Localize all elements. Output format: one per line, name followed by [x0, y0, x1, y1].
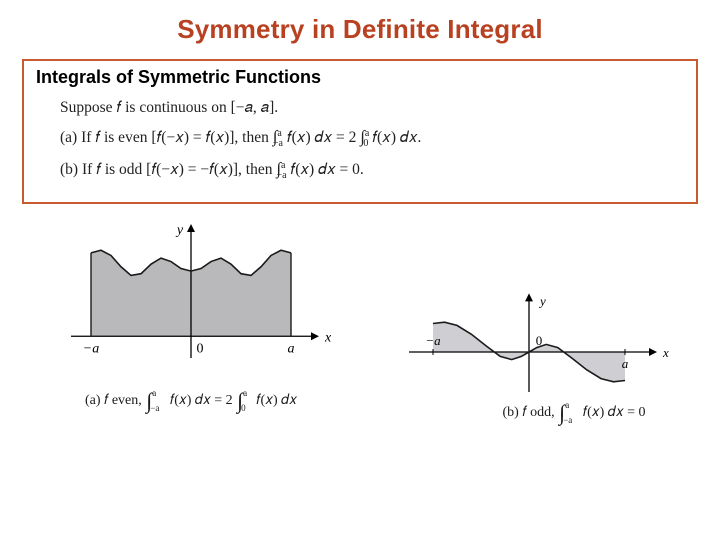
theorem-subtitle: Integrals of Symmetric Functions: [36, 67, 684, 88]
theorem-line-b: (b) If 𝑓 is odd [𝑓(−𝑥) = −𝑓(𝑥)], then ∫a…: [60, 156, 684, 183]
figures-row: −a0ayx (a) 𝑓 even, ∫a−a 𝑓(𝑥) 𝑑𝑥 = 2 ∫a0 …: [0, 220, 720, 426]
svg-text:−a: −a: [83, 342, 99, 357]
text: 𝑓(𝑥) 𝑑𝑥.: [372, 129, 421, 146]
odd-plot: −a 0 a y x: [379, 242, 679, 392]
upper-limit: a: [565, 400, 569, 410]
theorem-box: Integrals of Symmetric Functions Suppose…: [22, 59, 698, 204]
upper-limit: a: [243, 388, 247, 398]
upper-limit: a: [152, 388, 156, 398]
text: (b) 𝑓 odd,: [502, 406, 558, 421]
text: (b) If 𝑓 is odd [𝑓(−𝑥) = −𝑓(𝑥)], then: [60, 161, 276, 178]
svg-text:x: x: [662, 345, 669, 360]
even-plot: −a 0 a y x: [41, 220, 341, 380]
lower-limit: −a: [563, 415, 572, 425]
suppose-line: Suppose 𝑓 is continuous on [−𝑎, 𝑎].: [60, 96, 684, 119]
caption-even: (a) 𝑓 even, ∫a−a 𝑓(𝑥) 𝑑𝑥 = 2 ∫a0 𝑓(𝑥) 𝑑𝑥: [85, 388, 297, 414]
text: 𝑓(𝑥) 𝑑𝑥 = 2: [287, 129, 360, 146]
caption-odd: (b) 𝑓 odd, ∫a−a 𝑓(𝑥) 𝑑𝑥 = 0: [502, 400, 645, 426]
lower-limit: −a: [150, 403, 159, 413]
theorem-line-a: (a) If 𝑓 is even [𝑓(−𝑥) = 𝑓(𝑥)], then ∫a…: [60, 124, 684, 151]
svg-text:a: a: [622, 356, 629, 371]
text: (a) 𝑓 even,: [85, 394, 145, 409]
page-title: Symmetry in Definite Integral: [0, 0, 720, 45]
lower-limit: −a: [273, 138, 283, 149]
svg-text:y: y: [175, 223, 184, 238]
figure-even: −a0ayx (a) 𝑓 even, ∫a−a 𝑓(𝑥) 𝑑𝑥 = 2 ∫a0 …: [41, 220, 341, 414]
svg-text:y: y: [538, 294, 546, 309]
lower-limit: −a: [276, 170, 286, 181]
text: 𝑓(𝑥) 𝑑𝑥 = 0: [583, 406, 646, 421]
svg-text:0: 0: [197, 342, 204, 357]
text: 𝑓(𝑥) 𝑑𝑥 = 2: [170, 394, 233, 409]
svg-text:a: a: [288, 342, 295, 357]
svg-text:x: x: [324, 331, 332, 346]
lower-limit: 0: [241, 403, 246, 413]
figure-odd: −a0ayx (b) 𝑓 odd, ∫a−a 𝑓(𝑥) 𝑑𝑥 = 0: [379, 242, 679, 426]
text: 𝑓(𝑥) 𝑑𝑥: [256, 394, 297, 409]
svg-text:−a: −a: [425, 333, 441, 348]
text: 𝑓(𝑥) 𝑑𝑥 = 0.: [290, 161, 363, 178]
text: (a) If 𝑓 is even [𝑓(−𝑥) = 𝑓(𝑥)], then: [60, 129, 273, 146]
svg-text:0: 0: [536, 333, 543, 348]
lower-limit: 0: [363, 138, 368, 149]
